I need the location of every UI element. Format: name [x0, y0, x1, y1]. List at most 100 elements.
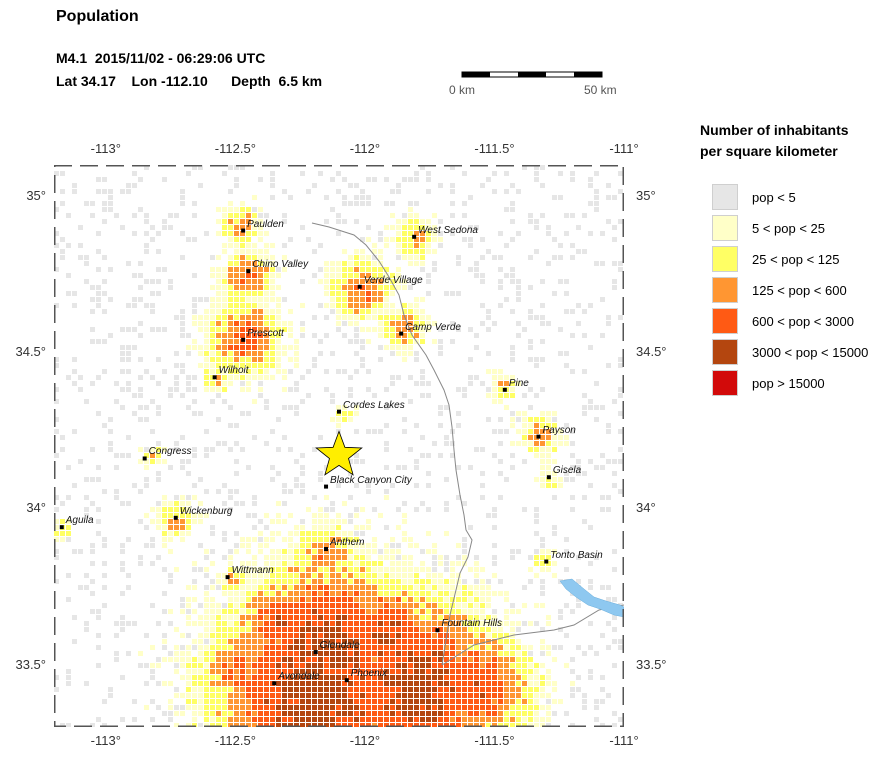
population-cell [120, 189, 125, 194]
population-cell [384, 279, 389, 284]
population-cell [210, 657, 215, 662]
city-marker [272, 681, 277, 686]
population-cell [252, 231, 257, 236]
population-cell [258, 705, 263, 710]
population-cell [342, 645, 347, 650]
population-cell [324, 537, 329, 542]
population-cell [498, 579, 503, 584]
population-cell [312, 357, 317, 362]
population-cell [552, 711, 557, 716]
population-cell [612, 279, 617, 284]
population-cell [468, 621, 473, 626]
population-cell [336, 423, 341, 428]
population-cell [96, 339, 101, 344]
population-cell [54, 387, 59, 392]
population-cell [342, 693, 347, 698]
population-cell [174, 567, 179, 572]
population-cell [342, 519, 347, 524]
population-cell [558, 255, 563, 260]
population-cell [324, 519, 329, 524]
population-cell [144, 459, 149, 464]
population-cell [270, 285, 275, 290]
population-cell [498, 669, 503, 674]
population-cell [234, 681, 239, 686]
population-cell [210, 633, 215, 638]
population-cell [198, 513, 203, 518]
population-cell [480, 471, 485, 476]
population-cell [564, 537, 569, 542]
city-label: Aguila [65, 515, 94, 527]
population-cell [462, 639, 467, 644]
population-cell [270, 717, 275, 722]
population-cell [594, 417, 599, 422]
population-cell [156, 477, 161, 482]
population-cell [246, 603, 251, 608]
population-cell [336, 717, 341, 722]
population-cell [252, 195, 257, 200]
population-cell [252, 645, 257, 650]
population-cell [348, 693, 353, 698]
population-cell [384, 321, 389, 326]
population-cell [258, 237, 263, 242]
population-cell [582, 495, 587, 500]
population-cell [594, 699, 599, 704]
population-cell [414, 309, 419, 314]
population-cell [300, 567, 305, 572]
population-cell [156, 249, 161, 254]
population-cell [186, 585, 191, 590]
population-cell [252, 513, 257, 518]
population-cell [402, 669, 407, 674]
population-cell [294, 633, 299, 638]
population-cell [258, 357, 263, 362]
population-cell [306, 369, 311, 374]
population-cell [384, 303, 389, 308]
population-cell [612, 639, 617, 644]
population-cell [456, 723, 461, 727]
population-cell [498, 285, 503, 290]
population-cell [72, 429, 77, 434]
population-cell [276, 681, 281, 686]
population-cell [354, 459, 359, 464]
population-cell [168, 513, 173, 518]
lon-tick-label-top: -112° [349, 141, 381, 156]
population-cell [228, 687, 233, 692]
population-cell [396, 687, 401, 692]
population-cell [96, 249, 101, 254]
population-cell [516, 687, 521, 692]
population-cell [396, 573, 401, 578]
population-cell [342, 555, 347, 560]
population-cell [540, 411, 545, 416]
city-marker [536, 434, 541, 439]
population-cell [198, 363, 203, 368]
population-cell [222, 699, 227, 704]
population-cell [216, 387, 221, 392]
population-cell [180, 531, 185, 536]
population-cell [546, 717, 551, 722]
population-cell [504, 705, 509, 710]
population-cell [204, 555, 209, 560]
population-cell [432, 663, 437, 668]
population-cell [276, 285, 281, 290]
population-cell [120, 591, 125, 596]
population-cell [60, 531, 65, 536]
population-cell [222, 291, 227, 296]
population-cell [420, 393, 425, 398]
population-cell [612, 723, 617, 727]
population-cell [408, 609, 413, 614]
population-cell [312, 447, 317, 452]
population-cell [180, 525, 185, 530]
population-cell [378, 327, 383, 332]
population-cell [144, 525, 149, 530]
population-cell [414, 579, 419, 584]
population-cell [198, 183, 203, 188]
population-cell [384, 663, 389, 668]
population-cell [252, 711, 257, 716]
population-cell [270, 375, 275, 380]
population-cell [270, 297, 275, 302]
population-cell [618, 447, 623, 452]
population-cell [372, 597, 377, 602]
population-cell [126, 501, 131, 506]
population-cell [426, 279, 431, 284]
population-cell [426, 717, 431, 722]
population-cell [264, 579, 269, 584]
